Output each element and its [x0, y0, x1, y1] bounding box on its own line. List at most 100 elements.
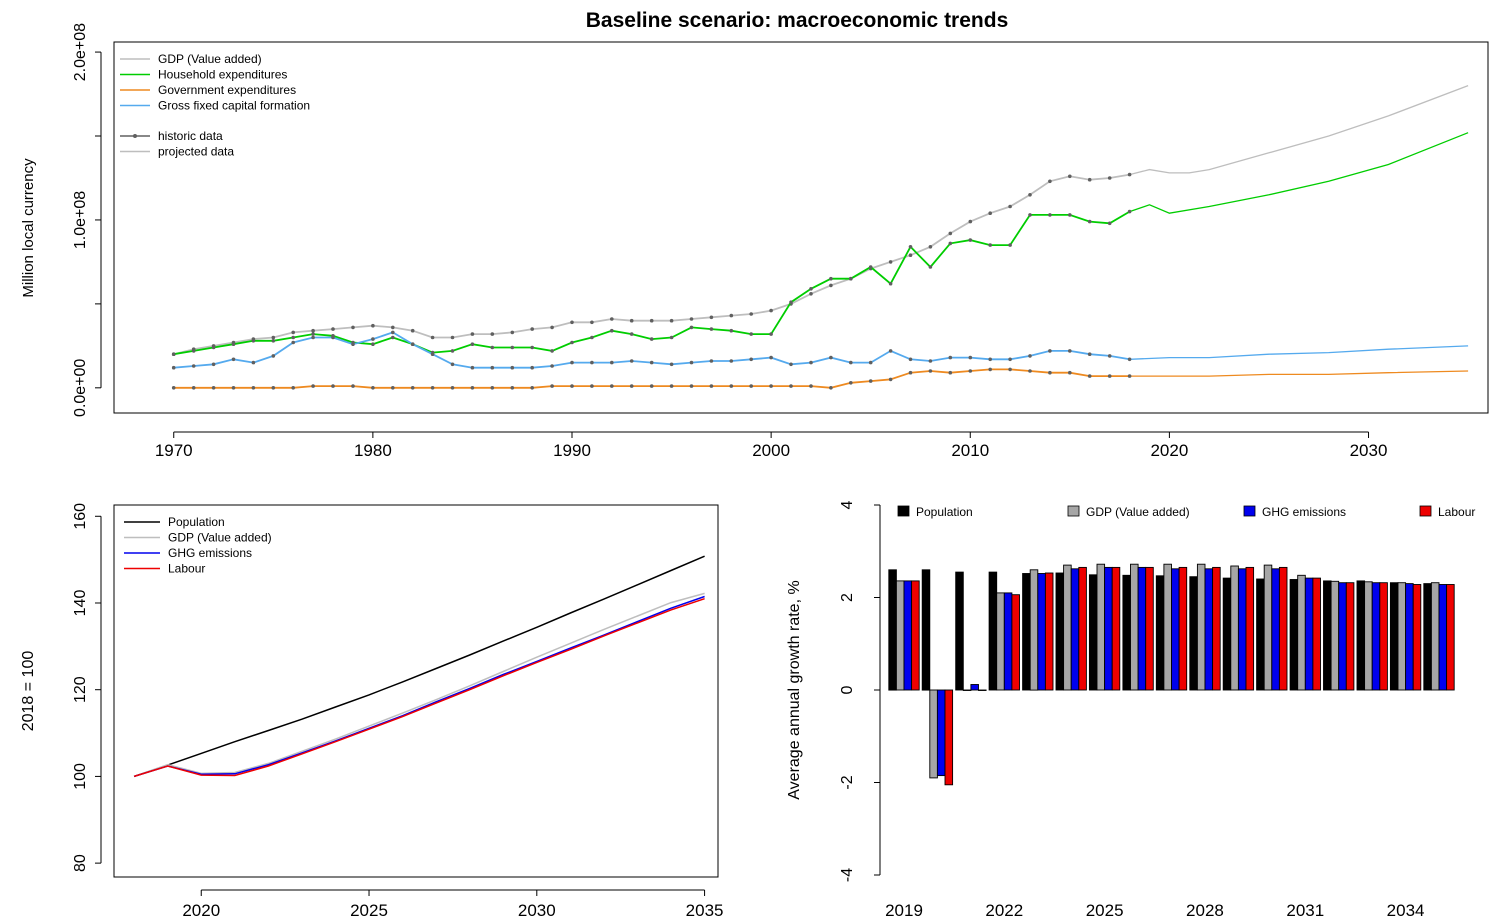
bar: [1438, 584, 1448, 691]
historic-data-point: [510, 330, 515, 335]
historic-data-point: [809, 384, 813, 388]
bar: [1323, 580, 1332, 691]
historic-data-point: [590, 384, 594, 388]
plot-frame: [113, 41, 1489, 414]
historic-data-point: [331, 335, 335, 340]
historic-data-point: [809, 360, 813, 365]
historic-data-point: [809, 287, 813, 291]
historic-data-point: [1127, 209, 1132, 214]
historic-data-point: [1087, 177, 1092, 182]
historic-data-point: [928, 369, 933, 373]
bar: [970, 684, 979, 691]
historic-data-point: [908, 245, 913, 249]
legend-label: projected data: [158, 145, 234, 159]
historic-data-point: [669, 335, 674, 340]
historic-data-point: [371, 323, 375, 328]
bar: [911, 580, 920, 691]
bar: [955, 571, 964, 691]
bar: [1289, 579, 1299, 691]
historic-data-point: [1087, 352, 1092, 357]
y-tick-label: 0.0e+00: [72, 359, 89, 417]
historic-data-point: [490, 365, 495, 370]
legend-label: GDP (Value added): [1086, 505, 1190, 519]
historic-data-point: [829, 355, 833, 360]
legend-label: Labour: [168, 562, 205, 576]
series-projected-line: [1129, 84, 1469, 176]
historic-data-point: [490, 332, 495, 336]
historic-data-point: [251, 339, 256, 343]
bar: [895, 580, 905, 691]
historic-data-point: [430, 352, 435, 357]
historic-data-point: [1107, 354, 1112, 358]
historic-data-point: [271, 354, 276, 358]
historic-data-point: [629, 318, 634, 323]
historic-data-point: [371, 342, 375, 347]
historic-data-point: [908, 370, 913, 375]
y-axis-label: Million local currency: [20, 158, 37, 298]
historic-data-point: [530, 345, 534, 350]
bar: [1423, 583, 1432, 691]
x-tick-label: 2030: [518, 901, 556, 920]
historic-data-point: [430, 386, 435, 390]
y-tick-label: 2.0e+08: [72, 23, 89, 81]
bar: [1171, 568, 1180, 691]
historic-data-point: [530, 365, 534, 370]
series-projected-line: [1129, 345, 1469, 360]
historic-data-point: [211, 386, 216, 390]
legend-label: Household expenditures: [158, 68, 287, 82]
historic-data-point: [351, 384, 355, 388]
historic-data-point: [311, 328, 315, 333]
series-line: [133, 592, 705, 778]
bar: [1003, 592, 1013, 691]
historic-data-point: [769, 332, 773, 336]
bar: [1230, 565, 1239, 691]
historic-data-point: [351, 342, 355, 347]
historic-data-point: [1028, 369, 1032, 373]
historic-data-point: [371, 386, 375, 390]
historic-data-point: [928, 359, 933, 363]
x-tick-label: 1990: [553, 441, 591, 460]
historic-data-point: [590, 320, 594, 325]
historic-data-point: [829, 386, 833, 390]
historic-data-point: [1127, 374, 1132, 378]
historic-data-point: [450, 349, 455, 353]
legend-label: Population: [916, 505, 973, 519]
historic-data-point: [1048, 179, 1052, 184]
bar: [936, 689, 946, 777]
historic-data-point: [769, 308, 773, 313]
historic-data-point: [450, 362, 455, 367]
y-tick-label: 120: [72, 676, 89, 703]
historic-data-point: [570, 340, 574, 345]
historic-data-point: [948, 231, 953, 236]
historic-data-point: [1107, 221, 1112, 226]
bar: [988, 571, 998, 691]
historic-data-point: [1127, 357, 1132, 362]
bar: [1330, 580, 1340, 691]
bar: [1412, 584, 1422, 691]
historic-data-point: [1008, 243, 1012, 247]
historic-data-point: [470, 332, 475, 336]
bar: [1379, 582, 1388, 691]
historic-data-point: [908, 357, 913, 362]
historic-data-point: [171, 352, 176, 357]
historic-data-point: [689, 317, 694, 321]
historic-data-point: [510, 365, 515, 370]
historic-data-point: [191, 364, 196, 368]
historic-data-point: [868, 265, 873, 269]
historic-data-point: [391, 386, 395, 390]
x-tick-label: 2031: [1286, 901, 1324, 920]
historic-data-point: [251, 386, 256, 390]
historic-data-point: [649, 337, 654, 341]
bar: [1111, 566, 1121, 691]
bar: [1430, 582, 1440, 691]
bar: [929, 689, 938, 779]
historic-data-point: [171, 365, 176, 370]
legend-label: Population: [168, 515, 225, 529]
historic-data-point: [849, 360, 853, 365]
series-projected-line: [1129, 370, 1469, 377]
bar: [1044, 572, 1054, 691]
historic-data-point: [769, 384, 773, 388]
historic-data-point: [968, 219, 973, 224]
historic-data-point: [629, 359, 634, 363]
historic-data-point: [709, 359, 714, 363]
